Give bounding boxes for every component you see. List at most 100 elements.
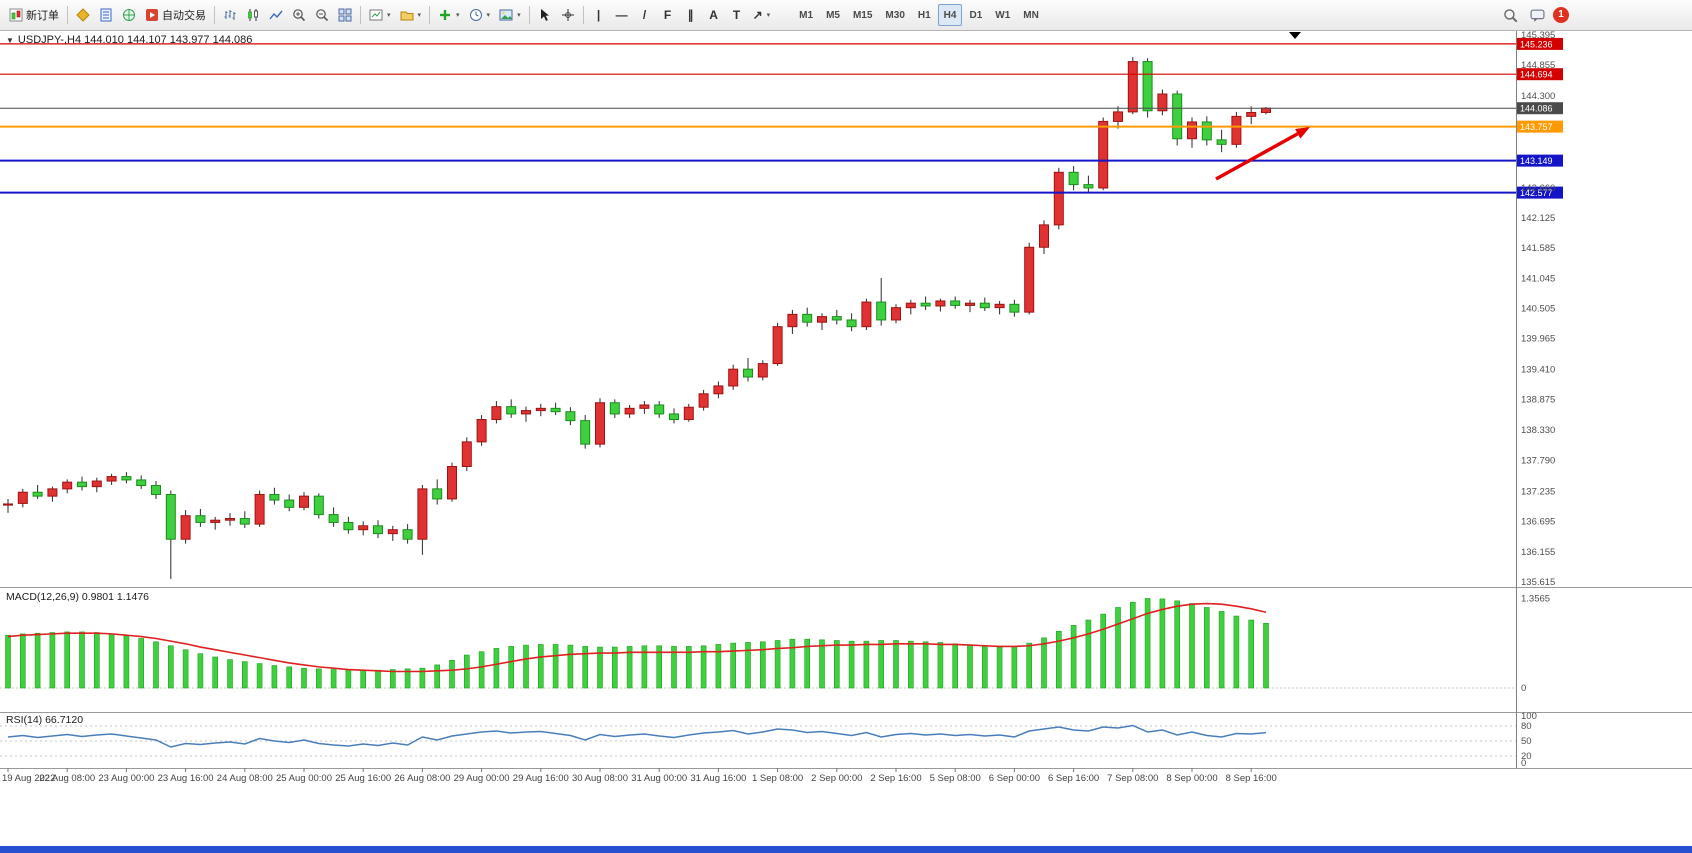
new-chart-button[interactable]: ▾ <box>365 4 395 26</box>
toolbar: 新订单 自动交易 <box>0 0 1692 31</box>
zoom-out-button[interactable] <box>311 4 333 26</box>
svg-text:8 Sep 00:00: 8 Sep 00:00 <box>1166 773 1217 784</box>
svg-text:144.086: 144.086 <box>1520 104 1553 114</box>
profiles-button[interactable]: ▾ <box>396 4 426 26</box>
svg-text:50: 50 <box>1521 736 1532 747</box>
horizontal-line-tool-icon: — <box>615 8 628 22</box>
trendline-tool-icon: / <box>642 8 647 22</box>
market-watch-button[interactable] <box>72 4 94 26</box>
candles-layer <box>3 57 1271 579</box>
svg-text:29 Aug 00:00: 29 Aug 00:00 <box>454 773 510 784</box>
svg-text:24 Aug 08:00: 24 Aug 08:00 <box>217 773 273 784</box>
toolbar-separator <box>429 6 431 24</box>
svg-text:143.149: 143.149 <box>1520 156 1553 166</box>
svg-text:143.757: 143.757 <box>1520 122 1553 132</box>
svg-text:80: 80 <box>1521 721 1532 732</box>
line-chart-mode-button[interactable] <box>265 4 287 26</box>
svg-text:1.3565: 1.3565 <box>1521 593 1550 604</box>
crosshair-tool-button[interactable] <box>557 4 579 26</box>
drawing-tools-group: | — / F ∥ A T ↗ ▾ <box>588 4 775 26</box>
fibonacci-tool-button[interactable]: F <box>657 4 679 26</box>
periods-button[interactable]: ▾ <box>465 4 495 26</box>
tab-timeframe-m5[interactable]: M5 <box>820 4 846 26</box>
svg-text:19 Aug 2022: 19 Aug 2022 <box>2 773 55 784</box>
channel-tool-button[interactable]: ∥ <box>680 4 702 26</box>
svg-text:6 Sep 16:00: 6 Sep 16:00 <box>1048 773 1099 784</box>
candlestick-icon <box>248 9 258 21</box>
toolbar-right-group: 1 <box>1499 4 1569 26</box>
rsi-indicator-label: RSI(14) 66.7120 <box>6 714 84 726</box>
toolbar-separator <box>214 6 215 24</box>
tab-timeframe-m1[interactable]: M1 <box>793 4 819 26</box>
toolbar-separator <box>528 6 530 24</box>
dropdown-caret-icon: ▾ <box>387 11 391 19</box>
svg-text:140.505: 140.505 <box>1521 304 1555 315</box>
svg-text:141.045: 141.045 <box>1521 273 1555 284</box>
cursor-tool-button[interactable] <box>534 4 556 26</box>
vertical-line-tool-button[interactable]: | <box>588 4 610 26</box>
market-watch-icon <box>76 8 90 22</box>
timeframe-group: M1 M5 M15 M30 H1 H4 D1 W1 MN <box>793 4 1045 26</box>
text-tool-button[interactable]: A <box>703 4 725 26</box>
tile-windows-button[interactable] <box>334 4 356 26</box>
profiles-icon <box>400 11 414 21</box>
trendline-tool-button[interactable]: / <box>634 4 656 26</box>
new-order-button[interactable]: 新订单 <box>5 4 63 26</box>
collapse-chart-icon[interactable]: ▼ <box>6 35 14 45</box>
svg-text:0: 0 <box>1521 758 1526 769</box>
tab-timeframe-h4[interactable]: H4 <box>937 4 963 26</box>
label-tool-button[interactable]: T <box>726 4 748 26</box>
arrows-tool-button[interactable]: ↗ ▾ <box>749 4 775 26</box>
tab-timeframe-h1[interactable]: H1 <box>912 4 937 26</box>
horizontal-line-tool-button[interactable]: — <box>611 4 633 26</box>
data-window-button[interactable] <box>95 4 117 26</box>
tab-timeframe-w1[interactable]: W1 <box>989 4 1016 26</box>
svg-text:144.694: 144.694 <box>1520 70 1553 80</box>
svg-text:138.875: 138.875 <box>1521 395 1555 406</box>
indicators-plus-icon <box>440 10 451 20</box>
zoom-in-button[interactable] <box>288 4 310 26</box>
bar-chart-icon <box>224 10 236 20</box>
search-button[interactable] <box>1499 4 1522 26</box>
tab-timeframe-m15[interactable]: M15 <box>847 4 878 26</box>
toolbar-separator <box>360 6 361 24</box>
svg-text:7 Sep 08:00: 7 Sep 08:00 <box>1107 773 1158 784</box>
macd-layer: 1.3565 0 <box>0 593 1550 694</box>
chart-title-text: USDJPY-,H4 144.010 144.107 143.977 144.0… <box>17 34 253 46</box>
svg-text:23 Aug 16:00: 23 Aug 16:00 <box>158 773 214 784</box>
svg-text:139.965: 139.965 <box>1521 334 1555 345</box>
svg-text:142.577: 142.577 <box>1520 188 1553 198</box>
tab-timeframe-d1[interactable]: D1 <box>963 4 988 26</box>
hlines-layer: 145.236 144.694 144.086 143.757 143.149 142.5… <box>0 37 1563 199</box>
svg-text:0: 0 <box>1521 683 1526 694</box>
candlestick-mode-button[interactable] <box>242 4 264 26</box>
auto-trading-label: 自动交易 <box>162 10 206 22</box>
svg-text:29 Aug 16:00: 29 Aug 16:00 <box>513 773 569 784</box>
template-image-icon <box>499 9 513 21</box>
svg-text:1 Sep 08:00: 1 Sep 08:00 <box>752 773 803 784</box>
zoom-in-icon <box>293 9 306 22</box>
indicators-button[interactable]: ▾ <box>434 4 464 26</box>
svg-text:31 Aug 16:00: 31 Aug 16:00 <box>690 773 746 784</box>
arrows-tool-icon: ↗ <box>752 8 763 22</box>
svg-text:136.155: 136.155 <box>1521 547 1555 558</box>
chat-button[interactable] <box>1526 4 1549 26</box>
dropdown-caret-icon: ▾ <box>517 11 521 19</box>
auto-trading-button[interactable]: 自动交易 <box>141 4 210 26</box>
bar-chart-mode-button[interactable] <box>219 4 241 26</box>
channel-tool-icon: ∥ <box>687 8 694 22</box>
svg-text:20: 20 <box>1521 751 1532 762</box>
svg-text:137.235: 137.235 <box>1521 486 1555 497</box>
tab-timeframe-mn[interactable]: MN <box>1017 4 1045 26</box>
macd-indicator-label: MACD(12,26,9) 0.9801 1.1476 <box>6 591 150 603</box>
templates-button[interactable]: ▾ <box>495 4 525 26</box>
svg-text:137.790: 137.790 <box>1521 455 1555 466</box>
notification-badge[interactable]: 1 <box>1553 7 1569 23</box>
svg-text:25 Aug 16:00: 25 Aug 16:00 <box>335 773 391 784</box>
navigator-button[interactable] <box>118 4 140 26</box>
vertical-line-tool-icon: | <box>596 8 601 22</box>
axis-layer: 145.395 144.855 144.300 142.660 142.125 141.5… <box>2 30 1555 784</box>
svg-text:2 Sep 16:00: 2 Sep 16:00 <box>870 773 921 784</box>
tab-timeframe-m30[interactable]: M30 <box>879 4 910 26</box>
